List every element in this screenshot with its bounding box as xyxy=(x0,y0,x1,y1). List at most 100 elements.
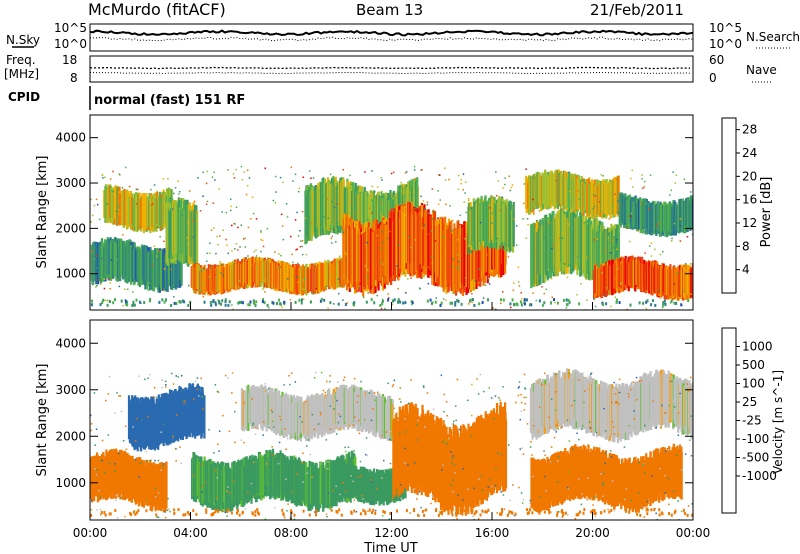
echo-dot xyxy=(219,235,221,237)
echo-dot xyxy=(511,298,514,302)
echo-dot xyxy=(331,235,333,238)
echo-strip xyxy=(292,459,296,502)
echo-dot xyxy=(403,232,405,234)
echo-strip xyxy=(334,259,338,288)
echo-dot xyxy=(380,192,382,194)
echo-dot xyxy=(686,235,689,238)
echo-strip xyxy=(448,432,451,508)
echo-dot xyxy=(640,202,642,205)
echo-strip xyxy=(145,193,148,229)
echo-dot xyxy=(427,266,430,269)
echo-dot xyxy=(377,186,379,188)
echo-dot xyxy=(349,174,351,177)
echo-dot xyxy=(90,198,92,201)
echo-strip xyxy=(269,449,272,499)
echo-strip xyxy=(318,261,321,293)
echo-strip xyxy=(383,472,386,502)
echo-dot xyxy=(290,166,293,169)
echo-strip xyxy=(285,402,288,438)
echo-strip xyxy=(450,439,454,499)
echo-dot xyxy=(255,249,257,251)
echo-dot xyxy=(174,187,177,189)
echo-dot xyxy=(95,198,98,201)
echo-dot xyxy=(230,209,232,212)
echo-dot xyxy=(430,230,433,232)
echo-dot xyxy=(312,292,315,295)
echo-strip xyxy=(598,269,601,297)
echo-strip xyxy=(314,264,317,294)
echo-dot xyxy=(492,200,495,202)
echo-dot xyxy=(654,303,657,307)
echo-strip xyxy=(655,448,658,497)
echo-dot xyxy=(207,277,210,279)
echo-dot xyxy=(616,298,618,302)
echo-dot xyxy=(638,301,641,305)
echo-dot xyxy=(432,301,434,304)
echo-strip xyxy=(686,264,689,295)
echo-strip xyxy=(412,208,416,276)
station-title: McMurdo (fitACF) xyxy=(88,0,226,19)
echo-strip xyxy=(218,463,221,511)
echo-strip xyxy=(525,175,528,209)
echo-dot xyxy=(125,166,127,169)
echo-strip xyxy=(687,197,690,229)
echo-dot xyxy=(457,299,460,303)
echo-strip xyxy=(384,217,387,276)
echo-dot xyxy=(626,308,628,310)
echo-strip xyxy=(535,380,538,440)
echo-strip xyxy=(317,397,320,435)
echo-strip xyxy=(308,187,311,240)
echo-dot xyxy=(381,298,384,301)
echo-strip xyxy=(136,405,139,444)
echo-strip xyxy=(383,397,386,439)
echo-dot xyxy=(170,304,173,307)
echo-dot xyxy=(116,258,118,261)
echo-dot xyxy=(424,208,426,210)
echo-dot xyxy=(431,256,433,258)
echo-dot xyxy=(158,249,160,252)
echo-dot xyxy=(138,226,141,229)
echo-dot xyxy=(303,288,306,291)
echo-dot xyxy=(518,285,521,287)
echo-strip xyxy=(262,391,265,428)
echo-dot xyxy=(99,218,101,221)
echo-dot xyxy=(404,172,407,174)
echo-dot xyxy=(210,229,213,231)
echo-dot xyxy=(517,281,520,283)
echo-dot xyxy=(358,287,360,289)
echo-dot xyxy=(548,222,551,225)
echo-dot xyxy=(173,301,176,305)
echo-dot xyxy=(301,245,303,248)
echo-strip xyxy=(198,386,201,430)
echo-dot xyxy=(252,299,255,303)
echo-strip xyxy=(557,172,560,206)
echo-dot xyxy=(559,204,561,206)
echo-dot xyxy=(530,303,533,307)
echo-dot xyxy=(294,173,297,176)
echo-dot xyxy=(261,300,264,304)
echo-dot xyxy=(289,298,292,301)
echo-strip xyxy=(196,264,199,289)
echo-dot xyxy=(350,200,352,203)
echo-strip xyxy=(623,261,626,287)
echo-dot xyxy=(227,252,229,255)
echo-strip xyxy=(271,261,274,288)
echo-dot xyxy=(578,302,581,306)
echo-dot xyxy=(437,190,439,192)
echo-strip xyxy=(455,428,458,505)
echo-dot xyxy=(214,303,217,307)
echo-strip xyxy=(372,397,375,428)
echo-dot xyxy=(371,185,373,188)
echo-dot xyxy=(413,169,416,171)
echo-dot xyxy=(300,301,303,305)
echo-strip xyxy=(531,178,534,213)
y-tick-label: 3000 xyxy=(55,176,86,190)
echo-strip xyxy=(596,185,599,215)
echo-dot xyxy=(637,230,639,232)
echo-dot xyxy=(671,237,673,240)
echo-dot xyxy=(611,239,613,242)
echo-dot xyxy=(490,222,493,224)
echo-strip xyxy=(626,262,629,289)
echo-dot xyxy=(370,229,373,232)
